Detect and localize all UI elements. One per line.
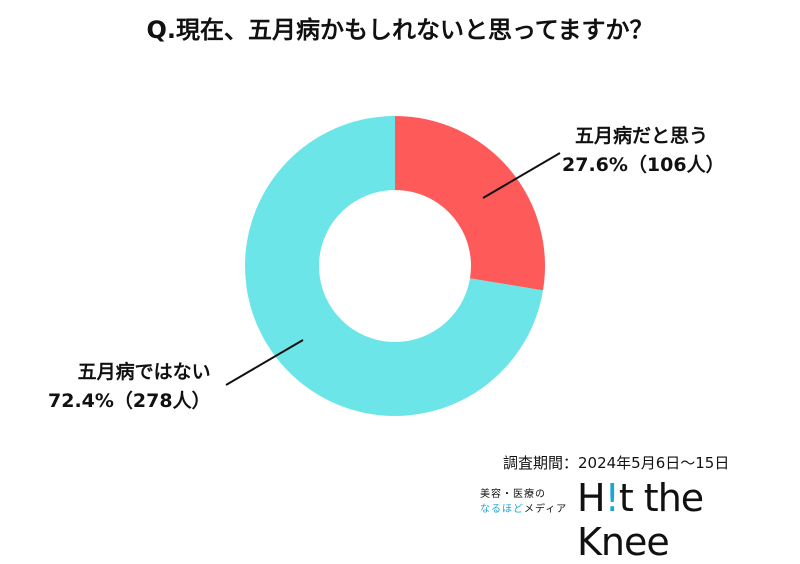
slice-label-yes: 五月病だと思う 27.6%（106人） [562,122,725,180]
logo: H!t the Knee [577,476,704,564]
slice-name: 五月病ではない [77,361,211,383]
slice-0 [395,116,545,291]
chart-title: Q.現在、五月病かもしれないと思ってますか？ [146,16,654,44]
survey-period: 調査期間：2024年5月6日〜15日 [503,454,730,472]
slice-value: 72.4%（278人） [48,390,211,412]
logo-tagline: 美容・医療の なるほどメディア [480,487,567,517]
tagline-2a: なるほど [480,504,524,515]
leader-line-0 [482,152,561,199]
slice-value: 27.6%（106人） [562,154,725,176]
tagline-1: 美容・医療の [480,489,546,500]
slice-label-no: 五月病ではない 72.4%（278人） [48,358,211,416]
leader-line-1 [225,339,304,386]
slice-1 [244,116,544,416]
donut-chart [225,116,561,416]
slice-name: 五月病だと思う [575,125,709,147]
tagline-2b: メディア [524,504,568,515]
